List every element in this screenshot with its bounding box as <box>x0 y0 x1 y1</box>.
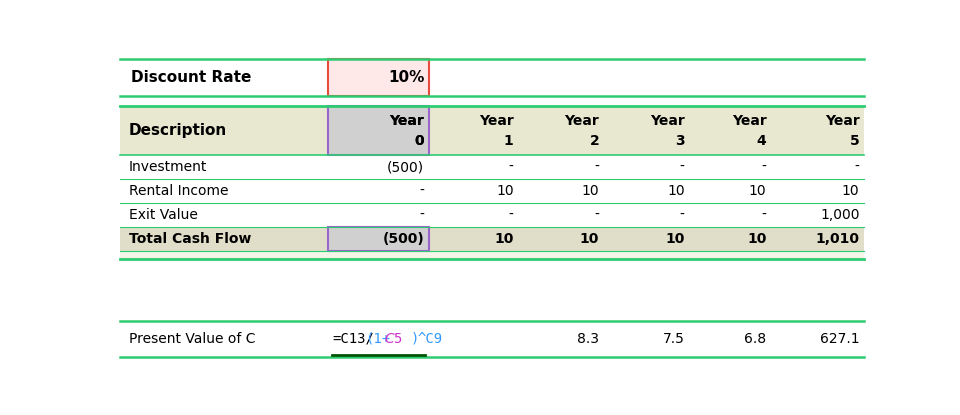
Text: 5: 5 <box>850 134 859 149</box>
Text: 7.5: 7.5 <box>662 332 684 346</box>
Text: =C13/: =C13/ <box>332 332 373 346</box>
Bar <box>328 227 429 251</box>
Text: 10: 10 <box>494 232 514 246</box>
Bar <box>120 106 864 259</box>
Text: -: - <box>680 160 684 174</box>
Text: -: - <box>509 208 514 222</box>
Text: Year: Year <box>650 114 684 127</box>
Text: 10: 10 <box>582 184 599 198</box>
Text: ^C9: ^C9 <box>418 332 443 346</box>
Text: -: - <box>594 208 599 222</box>
Text: 10: 10 <box>842 184 859 198</box>
Text: 10%: 10% <box>388 70 424 85</box>
Text: Year: Year <box>732 114 766 127</box>
Text: -: - <box>420 208 424 222</box>
Text: Total Cash Flow: Total Cash Flow <box>129 232 252 246</box>
Bar <box>328 106 429 155</box>
Bar <box>120 155 864 179</box>
Text: -: - <box>594 160 599 174</box>
Text: 4: 4 <box>756 134 766 149</box>
Text: Year: Year <box>564 114 599 127</box>
Text: 8.3: 8.3 <box>577 332 599 346</box>
Bar <box>120 227 864 251</box>
Text: 6.8: 6.8 <box>744 332 766 346</box>
Text: 1,000: 1,000 <box>820 208 859 222</box>
Text: (500): (500) <box>382 232 424 246</box>
Text: 0: 0 <box>415 134 424 149</box>
Text: 0: 0 <box>415 134 424 149</box>
Text: -: - <box>509 160 514 174</box>
Text: (1+: (1+ <box>365 332 390 346</box>
Bar <box>120 203 864 227</box>
Bar <box>120 179 864 203</box>
Text: -: - <box>761 208 766 222</box>
Text: $C$5: $C$5 <box>384 332 403 346</box>
Text: 10: 10 <box>747 232 766 246</box>
Text: (500): (500) <box>382 232 424 246</box>
Text: 1: 1 <box>504 134 514 149</box>
Text: 2: 2 <box>589 134 599 149</box>
Text: Year: Year <box>390 114 424 127</box>
Text: 10: 10 <box>667 184 684 198</box>
Text: 10: 10 <box>496 184 514 198</box>
Text: Present Value of C: Present Value of C <box>129 332 255 346</box>
Text: 627.1: 627.1 <box>820 332 859 346</box>
Text: (500): (500) <box>387 160 424 174</box>
Bar <box>120 59 864 96</box>
Text: -: - <box>761 160 766 174</box>
Bar <box>120 321 864 356</box>
Text: Rental Income: Rental Income <box>129 184 228 198</box>
Text: Exit Value: Exit Value <box>129 208 198 222</box>
Text: -: - <box>420 184 424 198</box>
Text: 1,010: 1,010 <box>816 232 859 246</box>
Text: Year: Year <box>825 114 859 127</box>
Text: -: - <box>680 208 684 222</box>
Text: 10: 10 <box>749 184 766 198</box>
Text: 3: 3 <box>675 134 684 149</box>
Bar <box>120 106 864 155</box>
Text: Year: Year <box>479 114 514 127</box>
Text: 10: 10 <box>580 232 599 246</box>
Text: Investment: Investment <box>129 160 207 174</box>
Text: ): ) <box>411 332 419 346</box>
Text: Description: Description <box>129 123 228 138</box>
Text: 10: 10 <box>665 232 684 246</box>
Bar <box>328 59 429 96</box>
Text: -: - <box>854 160 859 174</box>
Text: Discount Rate: Discount Rate <box>132 70 252 85</box>
Text: Year: Year <box>390 114 424 127</box>
